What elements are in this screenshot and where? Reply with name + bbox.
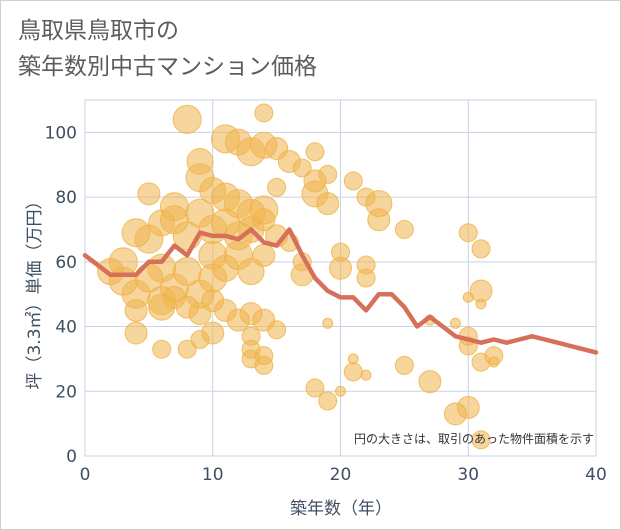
chart-title-line-1: 鳥取県鳥取市の xyxy=(18,18,179,44)
bubble-point-102 xyxy=(305,378,325,398)
bubble-point-13 xyxy=(343,171,363,191)
y-tick-label-4: 80 xyxy=(55,188,77,208)
bubble-point-28 xyxy=(394,219,414,239)
bubble-point-59 xyxy=(252,243,276,267)
y-tick-label-3: 60 xyxy=(55,253,77,273)
bubble-point-107 xyxy=(471,430,491,450)
bubble-point-24 xyxy=(316,192,340,216)
x-tick-label-4: 40 xyxy=(585,465,607,485)
bubble-point-79 xyxy=(177,339,197,359)
bubble-point-97 xyxy=(394,355,414,375)
bubble-point-77 xyxy=(124,321,148,345)
chart-title: 鳥取県鳥取市の 築年数別中古マンション価格 xyxy=(18,13,317,85)
bubble-point-81 xyxy=(201,321,225,345)
trend-line xyxy=(82,227,599,355)
trend-layer xyxy=(82,227,599,355)
bubble-point-103 xyxy=(318,391,338,411)
x-axis-title: 築年数（年） xyxy=(290,499,392,519)
y-tick-label-1: 20 xyxy=(55,382,77,402)
bubble-point-66 xyxy=(124,298,148,322)
bubble-point-0 xyxy=(172,104,202,134)
bubble-point-89 xyxy=(449,317,461,329)
bubble-layer xyxy=(97,103,504,450)
bubble-point-94 xyxy=(471,352,491,372)
bubble-point-63 xyxy=(329,256,352,280)
bubble-point-92 xyxy=(475,298,487,310)
size-legend-note: 円の大きさは、取引のあった物件面積を示す xyxy=(354,431,594,446)
x-tick-label-1: 10 xyxy=(202,465,224,485)
bubble-point-22 xyxy=(267,177,287,197)
bubble-point-14 xyxy=(137,182,161,206)
bubble-point-100 xyxy=(360,369,372,381)
bubble-point-106 xyxy=(443,402,467,426)
bubble-point-104 xyxy=(335,385,346,397)
y-axis-title: 坪（3.3㎡）単価（万円） xyxy=(25,192,45,389)
bubble-point-86 xyxy=(254,355,274,375)
bubble-point-65 xyxy=(356,268,376,288)
bubble-point-29 xyxy=(458,223,478,243)
bubble-point-108 xyxy=(488,356,500,368)
bubble-point-58 xyxy=(237,258,265,286)
bubble-point-1 xyxy=(254,103,274,123)
x-tick-label-0: 0 xyxy=(80,465,91,485)
bubble-point-30 xyxy=(471,239,491,259)
bubble-point-99 xyxy=(343,362,363,382)
x-tick-label-2: 20 xyxy=(330,465,352,485)
chart-title-line-2: 築年数別中古マンション価格 xyxy=(18,54,317,80)
x-tick-label-3: 30 xyxy=(457,465,479,485)
bubble-point-41 xyxy=(252,208,276,232)
grid-layer xyxy=(84,99,597,457)
bubble-point-101 xyxy=(322,317,334,329)
bubble-point-10 xyxy=(292,158,312,178)
bubble-point-76 xyxy=(267,320,287,340)
bubble-point-96 xyxy=(418,370,442,394)
tick-labels: 0 20 40 60 80 100 0 10 20 30 40 xyxy=(45,123,607,485)
bubble-point-78 xyxy=(152,339,172,359)
bubble-point-9 xyxy=(305,142,325,162)
bubble-point-27 xyxy=(367,208,391,232)
y-tick-label-5: 100 xyxy=(45,123,77,143)
bubble-point-88 xyxy=(462,291,474,303)
y-tick-label-2: 40 xyxy=(55,318,77,338)
y-tick-label-0: 0 xyxy=(66,447,77,467)
